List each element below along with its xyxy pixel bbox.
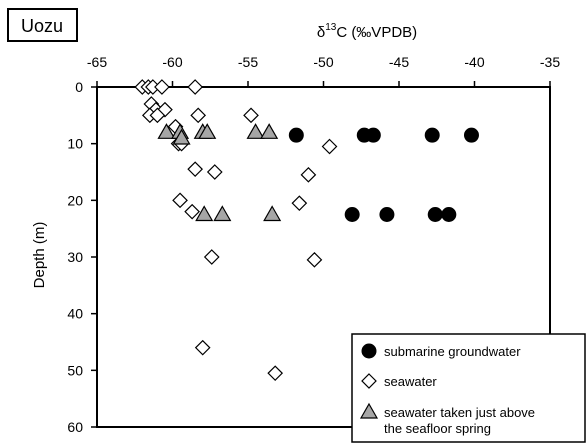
data-point-diamond xyxy=(267,365,284,382)
data-point-circle xyxy=(365,127,381,143)
y-tick-label: 50 xyxy=(67,362,83,378)
data-point-circle xyxy=(379,207,395,222)
x-tick-label: -45 xyxy=(389,54,409,70)
data-point-triangle xyxy=(263,205,282,222)
x-tick-label: -55 xyxy=(238,54,258,70)
y-tick-label: 0 xyxy=(75,79,83,95)
data-point-diamond xyxy=(187,79,203,95)
data-point-diamond xyxy=(187,161,203,178)
x-axis-ticks: -65 -60 -55 -50 -45 -40 -35 xyxy=(87,54,560,87)
legend-marker-circle xyxy=(361,343,377,359)
x-axis-title-sup: 13 xyxy=(325,22,337,33)
data-point-diamond xyxy=(291,195,308,212)
data-point-diamond xyxy=(190,107,207,124)
data-point-circle xyxy=(288,127,304,143)
data-point-diamond xyxy=(306,251,323,268)
site-label-box xyxy=(7,8,78,42)
x-tick-label: -60 xyxy=(162,54,182,70)
y-tick-label: 60 xyxy=(67,419,83,435)
x-axis-title-delta: δ xyxy=(317,24,325,41)
x-axis-title-rest: C (‰VPDB) xyxy=(336,24,417,41)
legend-label: submarine groundwater xyxy=(384,344,521,359)
data-marks xyxy=(134,79,479,382)
data-point-diamond xyxy=(321,138,338,155)
site-label-text: Uozu xyxy=(21,16,63,36)
data-point-circle xyxy=(441,207,457,222)
data-point-circle xyxy=(427,207,443,222)
x-tick-label: -65 xyxy=(87,54,107,70)
data-point-triangle xyxy=(260,123,279,139)
series-triangle xyxy=(157,123,282,222)
data-point-diamond xyxy=(203,249,220,265)
x-tick-label: -40 xyxy=(464,54,484,70)
legend-box xyxy=(351,333,586,443)
legend-label: the seafloor spring xyxy=(384,421,491,436)
data-point-triangle xyxy=(246,123,265,139)
data-point-diamond xyxy=(172,192,188,209)
data-point-triangle xyxy=(198,123,217,139)
legend: submarine groundwater seawater seawater ta… xyxy=(351,333,586,443)
y-axis-ticks: 0 10 20 30 40 50 60 xyxy=(67,79,97,435)
legend-label: seawater xyxy=(384,374,437,389)
data-point-diamond xyxy=(300,166,317,183)
y-tick-label: 20 xyxy=(67,192,83,208)
y-axis-title: Depth (m) xyxy=(31,222,48,289)
data-point-diamond xyxy=(194,339,211,356)
data-point-circle xyxy=(463,127,479,143)
x-tick-label: -50 xyxy=(313,54,333,70)
legend-label: seawater taken just above xyxy=(384,405,535,420)
series-diamond xyxy=(134,79,338,382)
data-point-circle xyxy=(344,207,360,222)
y-tick-label: 30 xyxy=(67,249,83,265)
legend-items: submarine groundwater seawater seawater ta… xyxy=(359,343,535,436)
y-tick-label: 10 xyxy=(67,136,83,152)
data-point-triangle xyxy=(195,205,214,222)
data-point-diamond xyxy=(206,164,223,180)
x-tick-label: -35 xyxy=(540,54,560,70)
data-point-circle xyxy=(424,127,440,143)
series-circle xyxy=(288,127,479,222)
legend-marker-triangle xyxy=(359,402,379,419)
legend-marker-diamond xyxy=(361,373,377,389)
site-label: Uozu xyxy=(7,8,78,42)
data-point-triangle xyxy=(157,123,176,139)
data-point-diamond xyxy=(184,203,200,220)
data-point-triangle xyxy=(213,205,232,222)
data-point-diamond xyxy=(154,79,170,95)
data-point-diamond xyxy=(149,107,166,124)
x-axis-title: δ13C (‰VPDB) xyxy=(317,22,417,41)
data-point-diamond xyxy=(243,107,259,124)
data-point-triangle xyxy=(172,128,191,145)
y-tick-label: 40 xyxy=(67,306,83,322)
